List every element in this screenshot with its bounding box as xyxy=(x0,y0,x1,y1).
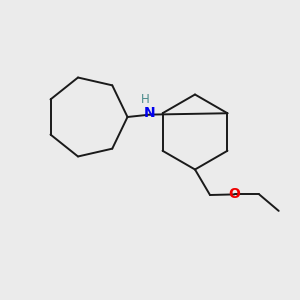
Text: O: O xyxy=(229,188,241,201)
Text: N: N xyxy=(144,106,156,120)
Text: H: H xyxy=(141,92,150,106)
